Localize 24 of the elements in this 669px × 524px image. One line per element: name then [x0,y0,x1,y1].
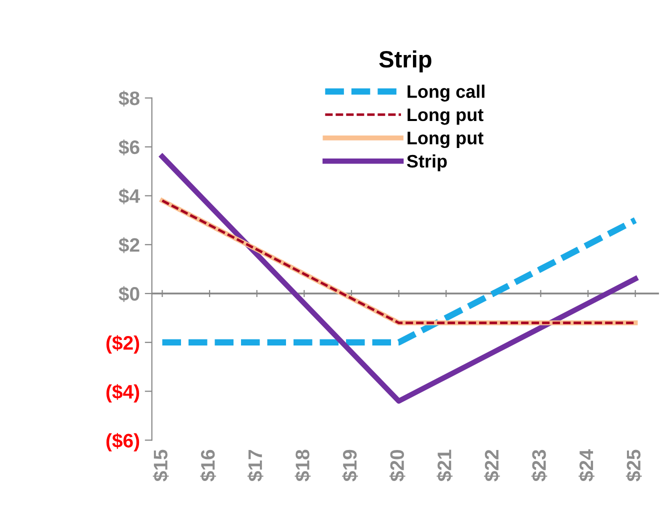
y-tick-label: ($2) [106,335,140,354]
x-tick-label: $16 [200,450,216,482]
chart-title: Strip [379,50,432,72]
x-tick-label: $19 [342,450,358,482]
x-tick-label: $18 [294,450,311,482]
y-tick-label: ($6) [106,432,140,452]
y-tick-label: ($4) [106,384,140,403]
x-tick-label: $25 [626,450,642,482]
x-tick-label: $15 [152,450,169,482]
legend-label: Strip [406,154,447,172]
y-tick-label: $4 [118,188,140,204]
x-tick-label: $17 [247,450,264,482]
y-tick-label: $2 [118,237,140,254]
legend-label: Long put [408,132,484,148]
x-tick-label: $24 [578,449,594,482]
legend-label: Long call [408,84,484,102]
y-tick-label: $6 [118,139,140,156]
x-tick-label: $22 [484,450,500,482]
x-tick-label: $20 [389,450,406,482]
y-tick-label: $0 [118,286,140,302]
x-tick-label: $23 [531,450,548,482]
y-tick-label: $8 [118,90,140,106]
x-tick-label: $21 [436,450,453,482]
legend-label: Long put [408,108,484,125]
